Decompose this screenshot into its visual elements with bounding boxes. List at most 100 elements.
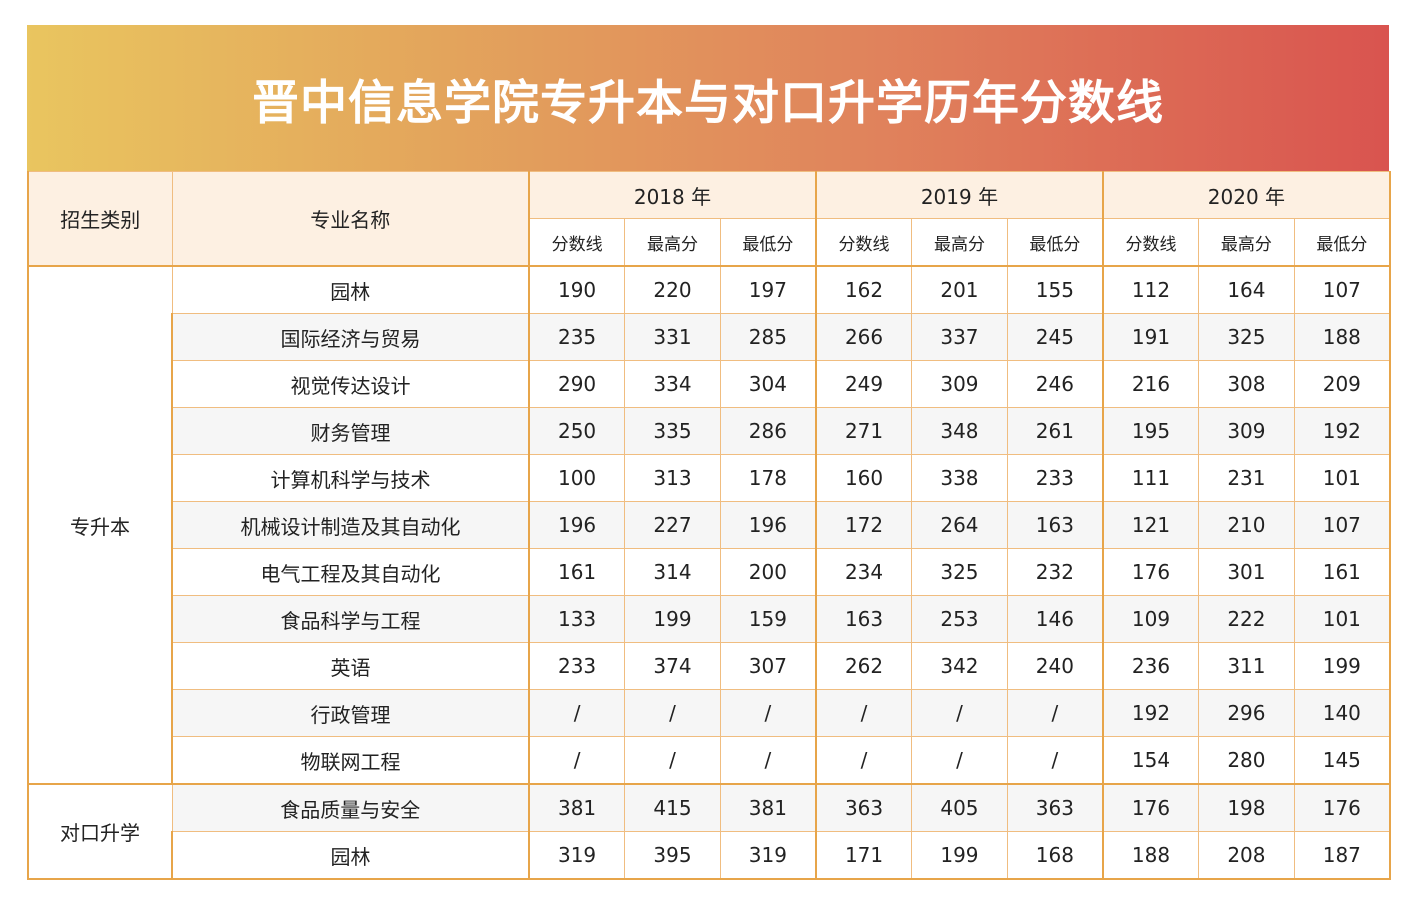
score-cell: 187 — [1293, 831, 1391, 880]
score-cell: 160 — [814, 454, 913, 502]
table-row: 财务管理 250 335 286 271 348 261 195 309 192 — [28, 407, 1391, 455]
score-cell: / — [1006, 689, 1104, 737]
score-cell: 314 — [624, 548, 721, 596]
major-cell: 英语 — [171, 642, 530, 690]
score-cell: 374 — [624, 642, 721, 690]
score-cell: 198 — [1198, 783, 1295, 832]
major-cell: 行政管理 — [171, 689, 530, 737]
score-cell: 240 — [1006, 642, 1104, 690]
score-cell: 271 — [814, 407, 913, 455]
table-row: 英语 233 374 307 262 342 240 236 311 199 — [28, 642, 1391, 690]
score-cell: 192 — [1293, 407, 1391, 455]
subheader-min: 最低分 — [1006, 218, 1104, 267]
score-cell: 100 — [528, 454, 626, 502]
score-cell: / — [814, 689, 913, 737]
score-cell: 159 — [719, 595, 817, 643]
score-cell: 133 — [528, 595, 626, 643]
score-cell: 155 — [1006, 265, 1104, 314]
year-header-2018: 2018 年 — [528, 171, 817, 219]
score-cell: 311 — [1198, 642, 1295, 690]
score-cell: 342 — [911, 642, 1008, 690]
score-cell: / — [814, 736, 913, 785]
category-cell: 专升本 — [27, 265, 173, 785]
score-cell: 231 — [1198, 454, 1295, 502]
year-header-2020: 2020 年 — [1101, 171, 1391, 219]
score-cell: 164 — [1198, 265, 1295, 314]
score-cell: 101 — [1293, 595, 1391, 643]
score-cell: 154 — [1101, 736, 1200, 785]
score-cell: 197 — [719, 265, 817, 314]
score-cell: 107 — [1293, 501, 1391, 549]
score-cell: 308 — [1198, 360, 1295, 408]
major-cell: 电气工程及其自动化 — [171, 548, 530, 596]
score-cell: 233 — [1006, 454, 1104, 502]
major-cell: 食品科学与工程 — [171, 595, 530, 643]
table-row: 机械设计制造及其自动化 196 227 196 172 264 163 121 210 107 — [28, 501, 1391, 549]
score-cell: 338 — [911, 454, 1008, 502]
score-cell: 168 — [1006, 831, 1104, 880]
score-cell: 280 — [1198, 736, 1295, 785]
score-cell: 381 — [719, 783, 817, 832]
score-cell: 220 — [624, 265, 721, 314]
score-cell: 249 — [814, 360, 913, 408]
score-cell: 335 — [624, 407, 721, 455]
score-cell: 161 — [1293, 548, 1391, 596]
score-cell: 188 — [1101, 831, 1200, 880]
score-cell: 121 — [1101, 501, 1200, 549]
subheader-min: 最低分 — [1293, 218, 1391, 267]
score-cell: 363 — [1006, 783, 1104, 832]
score-cell: 232 — [1006, 548, 1104, 596]
major-cell: 机械设计制造及其自动化 — [171, 501, 530, 549]
score-cell: 188 — [1293, 313, 1391, 361]
score-cell: 201 — [911, 265, 1008, 314]
table-row: 对口升学 食品质量与安全 381 415 381 363 405 363 176 198 176 — [27, 783, 1391, 880]
score-cell: 161 — [528, 548, 626, 596]
score-cell: 140 — [1293, 689, 1391, 737]
score-cell: 192 — [1101, 689, 1200, 737]
score-cell: / — [624, 689, 721, 737]
score-cell: 112 — [1101, 265, 1200, 314]
score-cell: 290 — [528, 360, 626, 408]
major-cell: 园林 — [171, 265, 530, 314]
score-cell: 101 — [1293, 454, 1391, 502]
year-header-2019: 2019 年 — [814, 171, 1104, 219]
score-cell: / — [528, 689, 626, 737]
major-cell: 计算机科学与技术 — [171, 454, 530, 502]
major-cell: 视觉传达设计 — [171, 360, 530, 408]
score-cell: 363 — [814, 783, 913, 832]
score-cell: 199 — [624, 595, 721, 643]
score-cell: 301 — [1198, 548, 1295, 596]
table-row: 国际经济与贸易 235 331 285 266 337 245 191 325 188 — [28, 313, 1391, 361]
score-cell: 325 — [911, 548, 1008, 596]
subheader-cutoff: 分数线 — [528, 218, 626, 267]
score-cell: 261 — [1006, 407, 1104, 455]
score-cell: 313 — [624, 454, 721, 502]
subheader-min: 最低分 — [719, 218, 817, 267]
score-cell: 163 — [1006, 501, 1104, 549]
score-cell: / — [911, 736, 1008, 785]
score-cell: 172 — [814, 501, 913, 549]
score-cell: / — [1006, 736, 1104, 785]
category-cell: 对口升学 — [27, 783, 173, 880]
score-cell: 309 — [911, 360, 1008, 408]
table-row: 行政管理 / / / / //192 296 140 — [28, 689, 1391, 737]
major-cell: 财务管理 — [171, 407, 530, 455]
score-cell: 162 — [814, 265, 913, 314]
major-cell: 园林 — [171, 831, 530, 880]
score-cell: / — [528, 736, 626, 785]
score-cell: 405 — [911, 783, 1008, 832]
score-cell: 233 — [528, 642, 626, 690]
score-cell: 222 — [1198, 595, 1295, 643]
score-cell: 146 — [1006, 595, 1104, 643]
score-cell: 191 — [1101, 313, 1200, 361]
score-cell: / — [719, 736, 817, 785]
major-cell: 物联网工程 — [171, 736, 530, 785]
score-cell: 145 — [1293, 736, 1391, 785]
score-cell: 190 — [528, 265, 626, 314]
score-cell: 196 — [528, 501, 626, 549]
table-row: 电气工程及其自动化 161 314 200 234 325 232 176 301 161 — [28, 548, 1391, 596]
score-cell: 199 — [911, 831, 1008, 880]
score-cell: 216 — [1101, 360, 1200, 408]
score-cell: 309 — [1198, 407, 1295, 455]
score-cell: / — [911, 689, 1008, 737]
